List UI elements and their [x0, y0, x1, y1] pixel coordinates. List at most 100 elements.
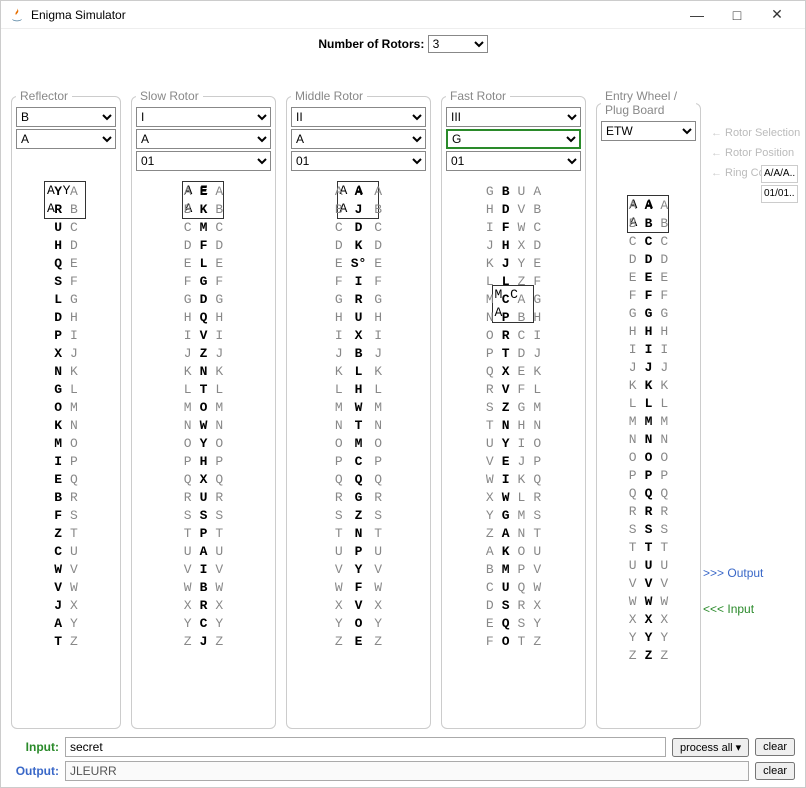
- rotor-cell: J: [486, 237, 494, 255]
- rotor-cell: Q: [629, 485, 637, 503]
- rotor-cell: L: [660, 395, 668, 413]
- fast-pos-select[interactable]: G: [446, 129, 581, 149]
- rotor-cell: G: [502, 507, 510, 525]
- rotor-cell: M: [184, 399, 192, 417]
- input-field[interactable]: [65, 737, 666, 757]
- rotor-cell: F: [200, 237, 208, 255]
- rotor-cell: J: [335, 345, 343, 363]
- rotor-cell: H: [486, 201, 494, 219]
- rotor-cell: P: [200, 525, 208, 543]
- rotor-cell: M: [502, 561, 510, 579]
- rotor-cell: O: [645, 449, 653, 467]
- rotor-cell: X: [70, 597, 78, 615]
- rotor-cell: R: [351, 291, 367, 309]
- rotor-cell: M: [518, 507, 526, 525]
- rotor-cell: W: [374, 579, 382, 597]
- maximize-button[interactable]: □: [717, 7, 757, 23]
- rotor-cell: D: [215, 237, 223, 255]
- rotor-cell: I: [351, 273, 367, 291]
- rotor-cell: Q: [502, 615, 510, 633]
- rotor-cell: C: [200, 615, 208, 633]
- rotor-cell: X: [374, 597, 382, 615]
- rotor-cell: G: [70, 291, 78, 309]
- rotor-cell: L: [486, 273, 494, 291]
- rotor-cell: W: [335, 579, 343, 597]
- rotor-cell: X: [533, 597, 541, 615]
- rotor-cell: L: [215, 381, 223, 399]
- rotor-cell: E: [70, 255, 78, 273]
- reflector-pos-select[interactable]: A: [16, 129, 116, 149]
- rotor-cell: Z: [70, 633, 78, 651]
- rotor-cell: J: [502, 255, 510, 273]
- entry-type-select[interactable]: ETW: [601, 121, 696, 141]
- rotor-cell: Y: [645, 629, 653, 647]
- rotor-cell: W: [215, 579, 223, 597]
- rotor-cell: V: [351, 597, 367, 615]
- rotor-cell: H: [660, 323, 668, 341]
- rotor-cell: Y: [70, 615, 78, 633]
- rotor-cell: X: [518, 237, 526, 255]
- rotor-cell: S: [660, 521, 668, 539]
- slow-pos-select[interactable]: A: [136, 129, 271, 149]
- slow-ring-select[interactable]: 01: [136, 151, 271, 171]
- rotor-cell: K: [70, 363, 78, 381]
- rotor-cell: I: [660, 341, 668, 359]
- rotor-cell: H: [629, 323, 637, 341]
- rotor-cell: J: [518, 453, 526, 471]
- rotor-cell: R: [660, 503, 668, 521]
- rotor-cell: S: [533, 507, 541, 525]
- rotor-cell: T: [351, 417, 367, 435]
- fast-ring-select[interactable]: 01: [446, 151, 581, 171]
- rotor-cell: W: [351, 399, 367, 417]
- close-button[interactable]: ✕: [757, 6, 797, 23]
- reflector-type-select[interactable]: B: [16, 107, 116, 127]
- clear-output-button[interactable]: clear: [755, 762, 795, 780]
- rotor-cell: W: [70, 579, 78, 597]
- rotor-cell: U: [54, 219, 62, 237]
- rotor-cell: M: [486, 291, 494, 309]
- rotor-cell: C: [660, 233, 668, 251]
- fast-type-select[interactable]: III: [446, 107, 581, 127]
- rotor-cell: D: [629, 251, 637, 269]
- rotor-cell: C: [215, 219, 223, 237]
- rotor-cell: P: [335, 453, 343, 471]
- rotor-cell: Z: [54, 525, 62, 543]
- rotor-cell: J: [374, 345, 382, 363]
- minimize-button[interactable]: —: [677, 7, 717, 23]
- rotor-cell: T: [70, 525, 78, 543]
- rotor-cell: I: [645, 341, 653, 359]
- rotor-cell: N: [351, 525, 367, 543]
- rotor-cell: A: [335, 183, 343, 201]
- java-icon: [9, 7, 25, 23]
- rotor-cell: I: [335, 327, 343, 345]
- num-rotors-select[interactable]: 3: [428, 35, 488, 53]
- rotor-cell: U: [533, 543, 541, 561]
- rotor-cell: B: [486, 561, 494, 579]
- process-all-button[interactable]: process all ▾: [672, 738, 749, 757]
- middle-type-select[interactable]: II: [291, 107, 426, 127]
- rotor-cell: W: [533, 579, 541, 597]
- rotor-cell: A: [351, 183, 367, 201]
- rotor-cell: T: [200, 381, 208, 399]
- middle-ring-select[interactable]: 01: [291, 151, 426, 171]
- middle-pos-select[interactable]: A: [291, 129, 426, 149]
- rotor-cell: M: [629, 413, 637, 431]
- rotor-cell: B: [629, 215, 637, 233]
- rotor-cell: Q: [374, 471, 382, 489]
- rotor-cell: D: [70, 237, 78, 255]
- rotor-cell: O: [200, 399, 208, 417]
- rotor-cell: S: [486, 399, 494, 417]
- rotor-cell: S: [70, 507, 78, 525]
- rotor-cell: G: [660, 305, 668, 323]
- slow-type-select[interactable]: I: [136, 107, 271, 127]
- clear-input-button[interactable]: clear: [755, 738, 795, 756]
- rotor-cell: Y: [518, 255, 526, 273]
- rotor-cell: N: [660, 431, 668, 449]
- rotor-cell: E: [502, 453, 510, 471]
- rotor-cell: N: [70, 417, 78, 435]
- rotor-cell: X: [54, 345, 62, 363]
- rotor-cell: U: [70, 543, 78, 561]
- rotor-cell: L: [502, 273, 510, 291]
- rotor-cell: D: [335, 237, 343, 255]
- rotor-cell: W: [486, 471, 494, 489]
